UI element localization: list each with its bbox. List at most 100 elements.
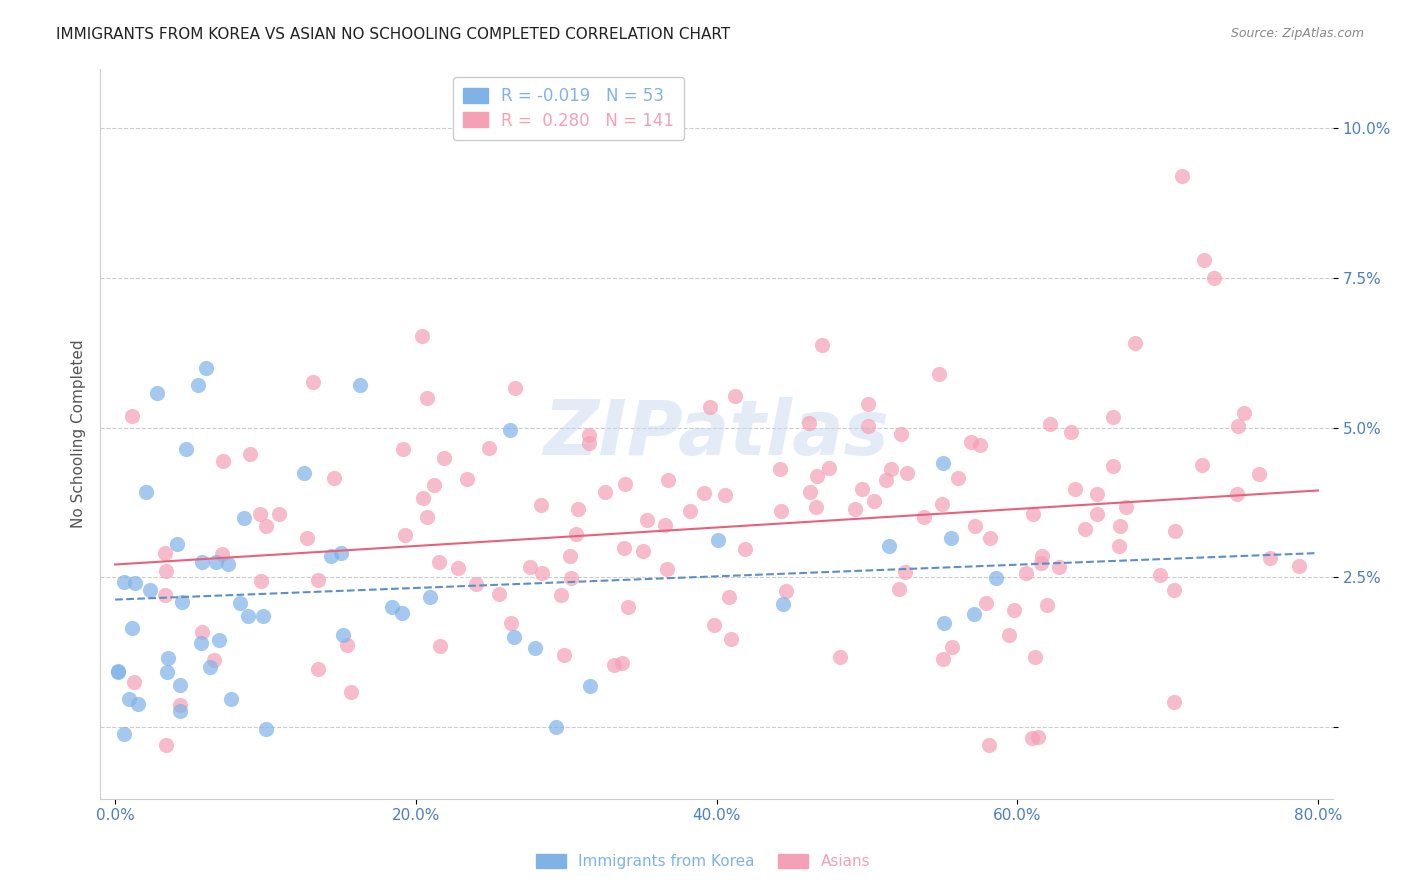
Point bbox=[194, 360, 217, 375]
Point bbox=[107, 664, 129, 678]
Text: Source: ZipAtlas.com: Source: ZipAtlas.com bbox=[1230, 27, 1364, 40]
Point bbox=[703, 618, 725, 632]
Point bbox=[1163, 694, 1185, 708]
Point bbox=[932, 652, 955, 666]
Point bbox=[880, 462, 903, 476]
Point bbox=[107, 665, 129, 680]
Point bbox=[503, 381, 526, 395]
Point bbox=[302, 375, 325, 389]
Point bbox=[769, 503, 792, 517]
Point bbox=[806, 468, 828, 483]
Point bbox=[238, 609, 260, 624]
Point bbox=[112, 727, 135, 741]
Point bbox=[239, 447, 262, 461]
Point bbox=[560, 571, 582, 585]
Point bbox=[1029, 556, 1052, 570]
Point bbox=[655, 562, 678, 576]
Point bbox=[974, 596, 997, 610]
Point bbox=[127, 697, 149, 711]
Point bbox=[249, 508, 271, 522]
Point bbox=[578, 428, 600, 442]
Point bbox=[292, 466, 315, 480]
Point bbox=[307, 662, 329, 676]
Point bbox=[1021, 731, 1043, 745]
Point bbox=[319, 549, 342, 563]
Point bbox=[1260, 551, 1282, 566]
Point bbox=[617, 599, 640, 614]
Point bbox=[205, 555, 228, 569]
Point bbox=[1085, 486, 1108, 500]
Point bbox=[550, 588, 572, 602]
Text: IMMIGRANTS FROM KOREA VS ASIAN NO SCHOOLING COMPLETED CORRELATION CHART: IMMIGRANTS FROM KOREA VS ASIAN NO SCHOOL… bbox=[56, 27, 731, 42]
Point bbox=[723, 389, 745, 403]
Point bbox=[427, 555, 450, 569]
Point bbox=[411, 329, 433, 343]
Point bbox=[464, 577, 486, 591]
Point bbox=[153, 546, 176, 560]
Point bbox=[124, 576, 146, 591]
Point bbox=[155, 665, 177, 679]
Point bbox=[856, 419, 879, 434]
Point bbox=[717, 590, 740, 604]
Point bbox=[894, 565, 917, 579]
Point bbox=[217, 557, 239, 571]
Point bbox=[1101, 458, 1123, 473]
Point bbox=[772, 597, 794, 611]
Point bbox=[447, 560, 470, 574]
Point bbox=[610, 656, 633, 670]
Point bbox=[478, 441, 501, 455]
Point bbox=[810, 338, 832, 352]
Point bbox=[941, 640, 963, 654]
Point bbox=[169, 678, 191, 692]
Point bbox=[433, 451, 456, 466]
Point bbox=[121, 409, 143, 423]
Point bbox=[1015, 566, 1038, 581]
Point bbox=[412, 491, 434, 505]
Point bbox=[553, 648, 575, 662]
Point bbox=[254, 723, 277, 737]
Point bbox=[208, 633, 231, 648]
Point bbox=[934, 616, 956, 631]
Point bbox=[558, 549, 581, 563]
Point bbox=[1288, 559, 1310, 574]
Point bbox=[969, 437, 991, 451]
Point bbox=[156, 651, 179, 665]
Point bbox=[419, 591, 441, 605]
Point bbox=[1063, 483, 1085, 497]
Point bbox=[720, 632, 742, 647]
Point bbox=[963, 607, 986, 621]
Point bbox=[579, 679, 602, 693]
Point bbox=[817, 461, 839, 475]
Point bbox=[828, 649, 851, 664]
Point bbox=[896, 466, 918, 480]
Point bbox=[146, 385, 169, 400]
Point bbox=[1123, 336, 1146, 351]
Point bbox=[155, 738, 177, 752]
Point bbox=[391, 607, 413, 621]
Point bbox=[1191, 458, 1213, 472]
Point bbox=[219, 692, 242, 706]
Point bbox=[229, 596, 252, 610]
Point bbox=[636, 513, 658, 527]
Point bbox=[578, 436, 600, 450]
Point bbox=[322, 471, 344, 485]
Point bbox=[121, 621, 143, 635]
Text: ZIPatlas: ZIPatlas bbox=[544, 397, 890, 471]
Point bbox=[249, 574, 271, 589]
Point bbox=[890, 427, 912, 442]
Point bbox=[1232, 406, 1254, 420]
Point bbox=[523, 640, 546, 655]
Point bbox=[769, 462, 792, 476]
Point bbox=[654, 518, 676, 533]
Point bbox=[187, 378, 209, 392]
Point bbox=[959, 435, 981, 450]
Point bbox=[336, 638, 359, 652]
Point bbox=[1035, 598, 1057, 612]
Point bbox=[135, 484, 157, 499]
Point bbox=[169, 704, 191, 718]
Point bbox=[211, 454, 233, 468]
Point bbox=[530, 499, 553, 513]
Point bbox=[979, 531, 1001, 545]
Point bbox=[174, 442, 197, 456]
Point bbox=[593, 484, 616, 499]
